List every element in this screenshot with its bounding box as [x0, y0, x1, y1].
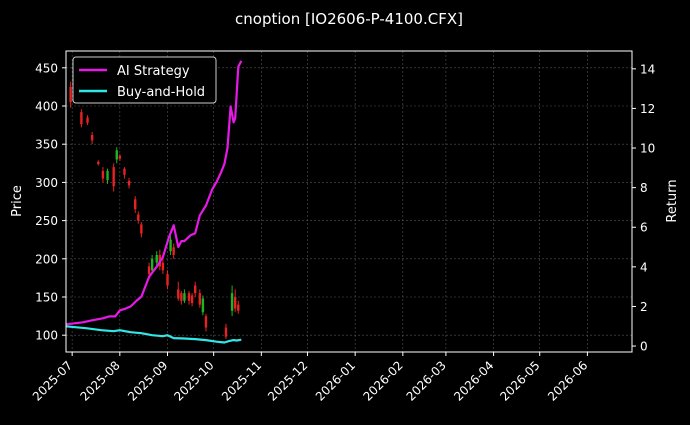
chart-title: cnoption [IO2606-P-4100.CFX]	[235, 10, 463, 28]
candle	[155, 251, 158, 267]
plot-frame	[65, 50, 633, 353]
candle-body	[147, 266, 151, 275]
y2-axis-label: Return	[665, 179, 680, 222]
y2-tick-label: 2	[640, 300, 648, 314]
candle-body	[230, 293, 234, 311]
y-tick-label: 300	[35, 176, 58, 190]
candle-body	[161, 262, 165, 271]
legend-label-buy-and-hold: Buy-and-Hold	[117, 85, 205, 100]
legend-label-ai-strategy: AI Strategy	[117, 64, 190, 79]
legend-box	[72, 56, 217, 104]
candle	[106, 168, 109, 184]
y2-tick-label: 6	[640, 221, 648, 235]
y2-tick-label: 10	[640, 142, 655, 156]
candle	[187, 290, 191, 305]
candle-body	[193, 285, 197, 294]
candle-body	[86, 117, 89, 123]
candle	[134, 196, 137, 213]
candle	[237, 300, 240, 314]
candle-body	[204, 316, 208, 328]
candle-body	[169, 239, 172, 252]
candle-body	[123, 168, 126, 175]
candle-body	[69, 86, 72, 103]
candle	[177, 281, 180, 301]
series-line-ai-strategy	[65, 60, 243, 326]
candle	[172, 243, 175, 259]
y2-tick-label: 12	[640, 102, 655, 116]
candle-body	[115, 150, 118, 160]
y-axis-label: Price	[10, 185, 25, 217]
y-tick-label: 100	[35, 329, 58, 343]
candle	[201, 295, 205, 316]
candle	[123, 167, 126, 179]
y-tick-label: 250	[35, 214, 58, 228]
candle	[97, 160, 100, 166]
legend: AI Strategy Buy-and-Hold	[72, 56, 217, 104]
candle	[69, 81, 72, 108]
candle-body	[127, 180, 131, 186]
candle-body	[183, 293, 186, 301]
candle	[150, 254, 154, 273]
candle-body	[137, 214, 140, 221]
candle	[80, 109, 83, 128]
series-lines	[65, 60, 243, 344]
candle-body	[172, 247, 175, 255]
candle-body	[177, 289, 180, 299]
candle	[115, 147, 118, 164]
candle	[224, 323, 228, 340]
candle-body	[134, 199, 137, 210]
y-tick-label: 400	[35, 100, 58, 114]
candle	[118, 154, 122, 162]
y2-tick-label: 4	[640, 260, 648, 274]
candle-body	[166, 274, 169, 286]
y2-tick-label: 8	[640, 181, 648, 195]
candle	[127, 177, 131, 189]
candlesticks	[69, 81, 240, 340]
y-tick-label: 200	[35, 252, 58, 266]
candle	[137, 211, 140, 224]
candle-body	[180, 293, 183, 301]
y2-tick-label: 0	[640, 340, 648, 354]
candle	[233, 289, 237, 313]
candle-body	[187, 293, 191, 301]
candle-body	[97, 161, 100, 165]
candle-body	[140, 224, 143, 234]
candle-body	[190, 295, 194, 304]
candle	[86, 115, 89, 126]
candle	[101, 167, 105, 183]
candle-body	[233, 296, 237, 309]
candle-body	[224, 327, 228, 337]
candle	[190, 293, 194, 307]
candle	[90, 131, 94, 145]
candle-body	[198, 293, 202, 305]
candle-body	[112, 167, 115, 187]
candle	[193, 281, 197, 297]
candle	[204, 313, 208, 332]
candle	[230, 285, 234, 317]
series-line-buy-and-hold	[65, 325, 242, 344]
candle	[169, 235, 172, 255]
candle-body	[201, 298, 205, 313]
y-tick-label: 350	[35, 138, 58, 152]
y-tick-label: 150	[35, 290, 58, 304]
candle	[198, 289, 202, 308]
candle-body	[118, 155, 122, 159]
candle-body	[90, 135, 94, 141]
candle	[166, 270, 169, 290]
y2-tick-label: 14	[640, 62, 655, 76]
candle-body	[150, 258, 154, 271]
candle	[180, 290, 183, 305]
candle	[112, 163, 115, 192]
y-tick-label: 450	[35, 61, 58, 75]
candle	[183, 289, 186, 304]
candle-body	[101, 170, 105, 179]
candle-body	[237, 304, 240, 311]
candle-body	[80, 112, 83, 125]
candle	[140, 222, 143, 238]
candle	[161, 258, 165, 275]
candle-body	[106, 170, 109, 181]
candle-body	[155, 254, 158, 263]
